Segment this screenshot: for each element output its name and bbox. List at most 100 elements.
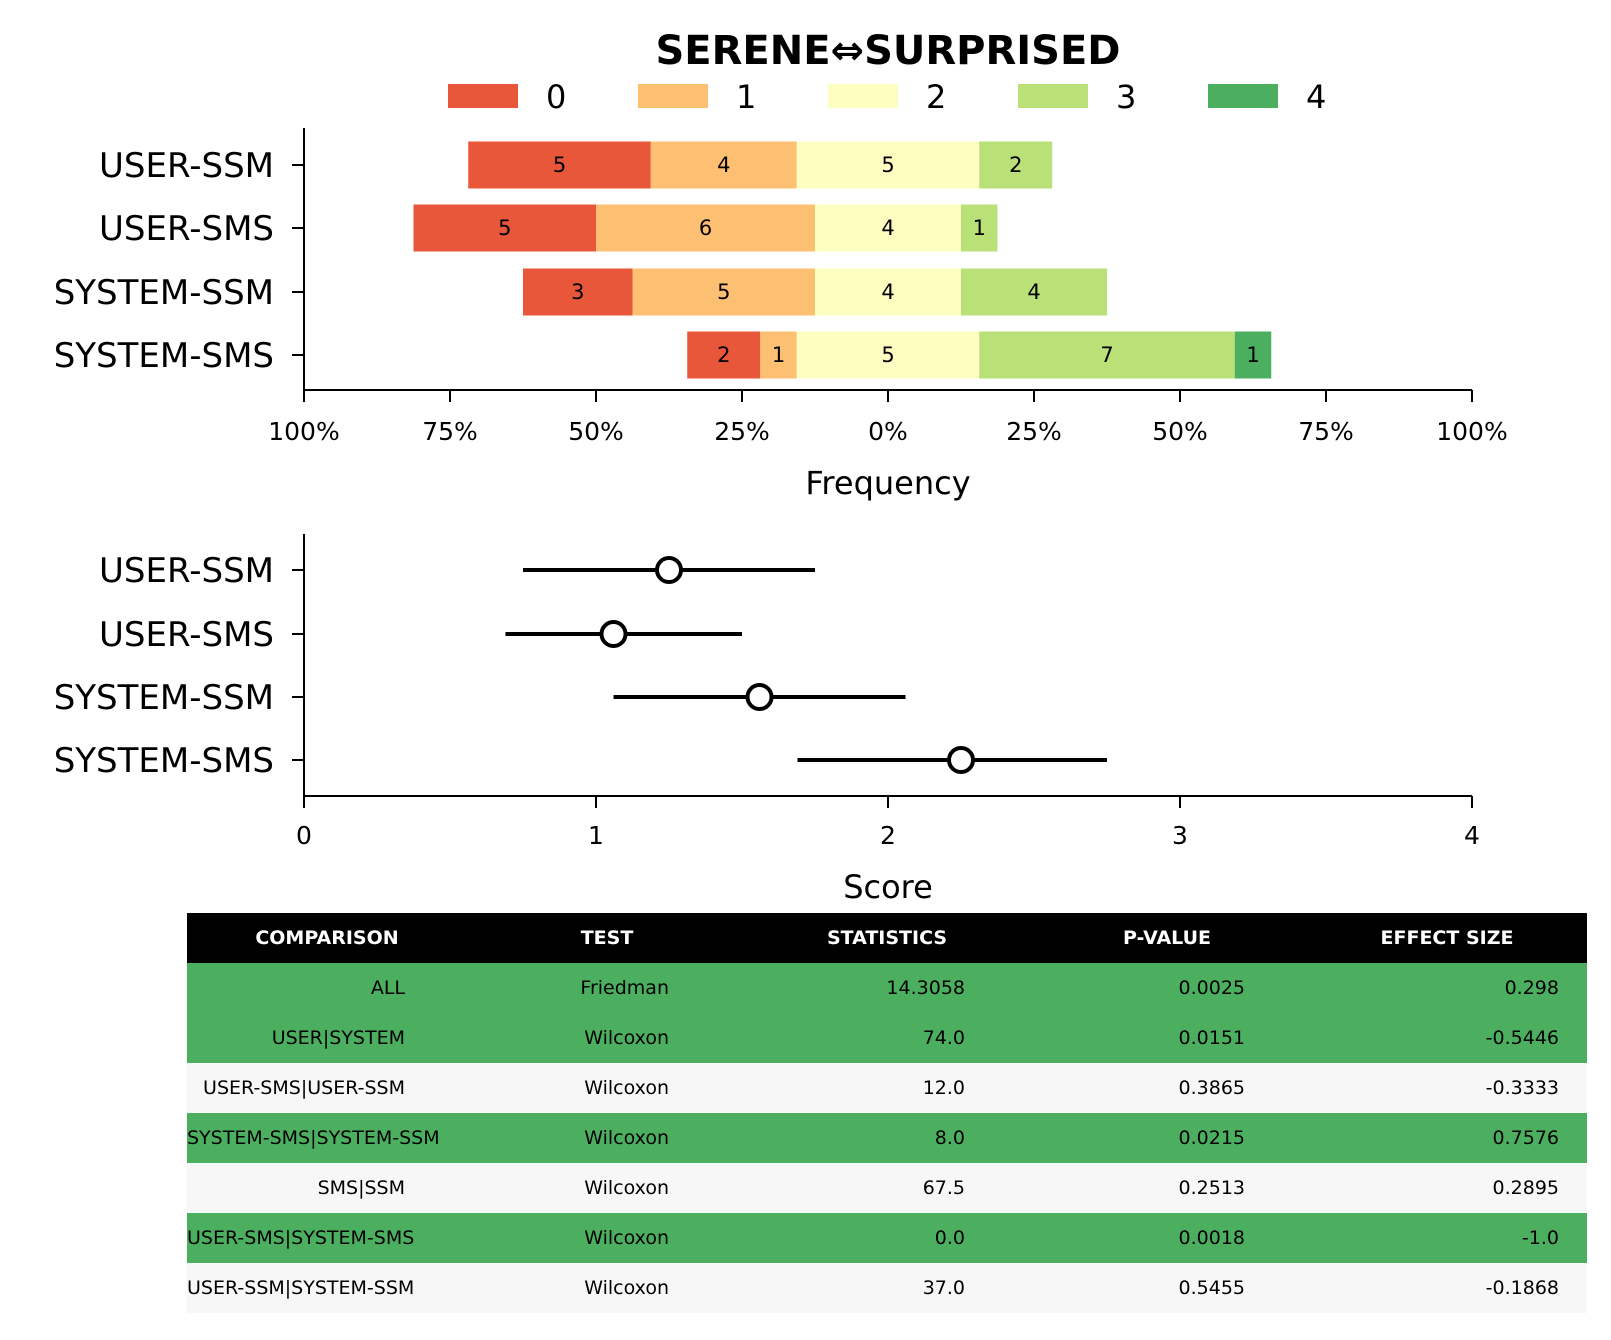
legend-swatch-1 xyxy=(638,84,708,108)
table-cell: USER-SMS|USER-SSM xyxy=(187,1063,467,1113)
bar-segment-label: 1 xyxy=(772,343,785,367)
bar-segment-label: 5 xyxy=(717,280,730,304)
legend-swatch-4 xyxy=(1208,84,1278,108)
column-header-statistics: STATISTICS xyxy=(747,913,1027,963)
table-cell: 74.0 xyxy=(747,1013,1027,1063)
table-cell: 14.3058 xyxy=(747,963,1027,1013)
score-x-tick-label: 1 xyxy=(588,821,604,850)
table-row: USER-SMS|USER-SSM Wilcoxon 12.0 0.3865 -0.33… xyxy=(187,1063,1587,1113)
bar-segment xyxy=(796,141,980,189)
bar-segment xyxy=(979,331,1235,379)
table-cell: 8.0 xyxy=(747,1113,1027,1163)
score-mean-marker xyxy=(947,746,975,774)
bar-segment-label: 5 xyxy=(498,216,511,240)
bar-segment xyxy=(796,331,980,379)
bar-segment-label: 6 xyxy=(699,216,712,240)
bar-segment-label: 3 xyxy=(571,280,584,304)
table-cell: 12.0 xyxy=(747,1063,1027,1113)
table-cell: 67.5 xyxy=(747,1163,1027,1213)
table-cell: 0.5455 xyxy=(1027,1263,1307,1313)
likert-x-axis-label: Frequency xyxy=(805,464,970,502)
table-cell: -1.0 xyxy=(1307,1213,1587,1263)
score-y-tick-label: SYSTEM-SMS xyxy=(54,741,274,781)
bar-segment-label: 4 xyxy=(717,153,730,177)
score-x-tick-label: 0 xyxy=(296,821,312,850)
bar-segment xyxy=(961,268,1107,316)
legend-label-4: 4 xyxy=(1306,78,1326,116)
table-cell: USER-SMS|SYSTEM-SMS xyxy=(187,1213,467,1263)
bar-segment-label: 7 xyxy=(1100,343,1113,367)
likert-x-tick-label: 25% xyxy=(714,417,770,446)
chart-title: SERENE⇔SURPRISED xyxy=(656,28,1121,74)
legend-swatch-2 xyxy=(828,84,898,108)
bar-segment-label: 5 xyxy=(881,153,894,177)
bar-segment-label: 5 xyxy=(881,343,894,367)
likert-y-tick-label: USER-SMS xyxy=(99,209,274,249)
table-row: USER|SYSTEM Wilcoxon 74.0 0.0151 -0.5446 xyxy=(187,1013,1587,1063)
score-axes: USER-SSM USER-SMS SYSTEM-SSM SYSTEM-SMS 0 1 2 3… xyxy=(54,534,1480,850)
bar-segment-label: 2 xyxy=(1009,153,1022,177)
score-x-axis-label: Score xyxy=(843,868,933,906)
score-y-tick-label: SYSTEM-SSM xyxy=(54,678,274,718)
bar-segment-label: 1 xyxy=(1246,343,1259,367)
score-y-tick-label: USER-SMS xyxy=(99,615,274,655)
table-cell: USER|SYSTEM xyxy=(187,1013,467,1063)
stats-table: COMPARISON TEST STATISTICS P-VALUE EFFEC… xyxy=(187,913,1587,1313)
table-row: USER-SMS|SYSTEM-SMS Wilcoxon 0.0 0.0018 -1.0 xyxy=(187,1213,1587,1263)
table-cell: ALL xyxy=(187,963,467,1013)
table-cell: Wilcoxon xyxy=(467,1213,747,1263)
bar-segment xyxy=(523,268,633,316)
bar-segment xyxy=(815,204,961,252)
legend-label-1: 1 xyxy=(736,78,756,116)
table-cell: -0.1868 xyxy=(1307,1263,1587,1313)
stats-table-body: ALL Friedman 14.3058 0.0025 0.298 USER|SYSTEM… xyxy=(187,963,1587,1313)
table-cell: Wilcoxon xyxy=(467,1163,747,1213)
table-cell: 0.0 xyxy=(747,1213,1027,1263)
bar-segment-label: 5 xyxy=(553,153,566,177)
legend-swatch-3 xyxy=(1018,84,1088,108)
column-header-comparison: COMPARISON xyxy=(187,913,467,963)
bar-segment xyxy=(413,204,596,252)
likert-x-tick-label: 100% xyxy=(1436,417,1507,446)
score-y-tick-label: USER-SSM xyxy=(99,551,274,591)
likert-x-tick-label: 25% xyxy=(1006,417,1062,446)
column-header-effect-size: EFFECT SIZE xyxy=(1307,913,1587,963)
table-cell: -0.5446 xyxy=(1307,1013,1587,1063)
column-header-test: TEST xyxy=(467,913,747,963)
legend-label-3: 3 xyxy=(1116,78,1136,116)
table-row: ALL Friedman 14.3058 0.0025 0.298 xyxy=(187,963,1587,1013)
table-cell: 0.7576 xyxy=(1307,1113,1587,1163)
bar-segment xyxy=(1234,331,1272,379)
table-cell: 0.2895 xyxy=(1307,1163,1587,1213)
bar-segment xyxy=(632,268,815,316)
score-mean-marker xyxy=(655,556,683,584)
likert-y-tick-label: SYSTEM-SSM xyxy=(54,273,274,313)
likert-legend: 0 1 2 3 4 xyxy=(448,78,1326,116)
column-header-p-value: P-VALUE xyxy=(1027,913,1307,963)
bar-segment xyxy=(650,141,797,189)
table-cell: 0.3865 xyxy=(1027,1063,1307,1113)
table-cell: 0.298 xyxy=(1307,963,1587,1013)
legend-label-2: 2 xyxy=(926,78,946,116)
table-cell: Friedman xyxy=(467,963,747,1013)
likert-x-tick-label: 100% xyxy=(268,417,339,446)
legend-label-0: 0 xyxy=(546,78,566,116)
score-mean-marker xyxy=(599,620,628,648)
bar-segment xyxy=(760,331,797,379)
table-cell: 0.0018 xyxy=(1027,1213,1307,1263)
table-cell: 0.0215 xyxy=(1027,1113,1307,1163)
score-chart: USER-SSM USER-SMS SYSTEM-SSM SYSTEM-SMS 0 1 2 3… xyxy=(54,534,1480,906)
likert-x-tick-label: 75% xyxy=(422,417,478,446)
score-points xyxy=(505,556,1107,774)
table-row: SMS|SSM Wilcoxon 67.5 0.2513 0.2895 xyxy=(187,1163,1587,1213)
table-cell: 0.2513 xyxy=(1027,1163,1307,1213)
bar-segment xyxy=(979,141,1053,189)
bar-segment-label: 2 xyxy=(717,343,730,367)
table-cell: -0.3333 xyxy=(1307,1063,1587,1113)
table-cell: Wilcoxon xyxy=(467,1113,747,1163)
likert-y-tick-label: USER-SSM xyxy=(99,146,274,186)
likert-bars: 5 4 5 2 5 6 4 1 3 5 4 4 2 1 5 7 1 xyxy=(413,141,1272,379)
bar-segment xyxy=(596,204,815,252)
score-x-tick-label: 4 xyxy=(1464,821,1480,850)
